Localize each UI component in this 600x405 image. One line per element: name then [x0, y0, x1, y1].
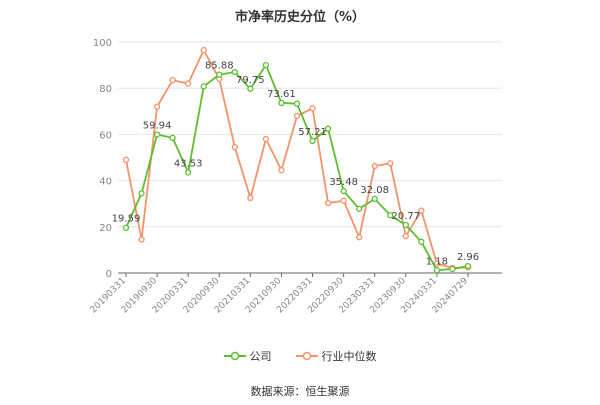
data-point [356, 205, 363, 212]
legend-green-line-icon [223, 351, 246, 361]
data-point [169, 76, 176, 84]
legend-orange-line-icon [295, 351, 318, 361]
data-label: 73.61 [267, 89, 296, 100]
data-label: 1.18 [426, 256, 448, 267]
data-point [433, 260, 441, 267]
data-point [464, 263, 472, 270]
data-point [169, 134, 176, 142]
data-label: 43.53 [174, 158, 203, 169]
data-point [153, 103, 161, 110]
data-label: 79.75 [236, 75, 265, 86]
data-point [278, 99, 285, 107]
data-point [293, 112, 301, 120]
data-point [262, 135, 270, 143]
data-point [185, 80, 192, 87]
data-point [309, 105, 316, 112]
legend-item-company[interactable]: 公司 [223, 348, 272, 364]
y-tick-label: 20 [99, 223, 112, 234]
data-point [138, 190, 145, 197]
data-point [371, 195, 378, 203]
data-point [122, 156, 130, 163]
data-point [216, 71, 223, 78]
data-point [153, 131, 161, 138]
data-label: 2.96 [457, 252, 479, 263]
data-label: 20.77 [391, 211, 420, 222]
data-point [340, 197, 347, 204]
chart-title: 市净率历史分位（%） [234, 10, 366, 25]
data-point [402, 232, 409, 240]
data-point [231, 143, 238, 151]
data-point [356, 234, 363, 241]
data-label: 19.59 [112, 214, 141, 225]
data-point [185, 169, 192, 176]
data-point [200, 83, 207, 90]
data-point [387, 212, 394, 219]
data-point [371, 162, 378, 170]
data-point [340, 187, 347, 195]
data-point [122, 224, 130, 231]
data-point [293, 100, 301, 107]
data-point [387, 160, 394, 167]
y-tick-label: 40 [99, 177, 112, 188]
data-label: 59.94 [143, 121, 172, 132]
data-label: 35.48 [329, 177, 358, 188]
legend-item-industry[interactable]: 行业中位数 [295, 348, 377, 364]
data-point [449, 265, 456, 272]
y-tick-label: 0 [106, 269, 112, 280]
y-tick-label: 80 [99, 84, 112, 95]
data-point [247, 85, 254, 92]
data-point [247, 194, 254, 202]
data-point [433, 267, 441, 274]
data-point [231, 68, 238, 76]
data-point [324, 125, 332, 132]
data-point [324, 199, 332, 207]
data-point [418, 207, 425, 214]
data-point [309, 137, 316, 144]
data-label: 85.88 [205, 61, 234, 72]
data-point [200, 46, 207, 54]
data-point [138, 236, 145, 243]
legend-label: 行业中位数 [321, 350, 377, 363]
y-tick-label: 60 [99, 130, 112, 141]
data-point [278, 167, 285, 174]
legend-label: 公司 [249, 350, 272, 363]
data-point [402, 221, 409, 229]
source-note: 数据来源：恒生聚源 [250, 385, 350, 398]
data-point [418, 238, 425, 245]
legend: 公司 行业中位数 [0, 348, 600, 364]
data-label: 57.21 [298, 127, 327, 138]
data-point [262, 61, 270, 69]
data-label: 32.08 [360, 185, 389, 196]
y-tick-label: 100 [93, 38, 112, 49]
